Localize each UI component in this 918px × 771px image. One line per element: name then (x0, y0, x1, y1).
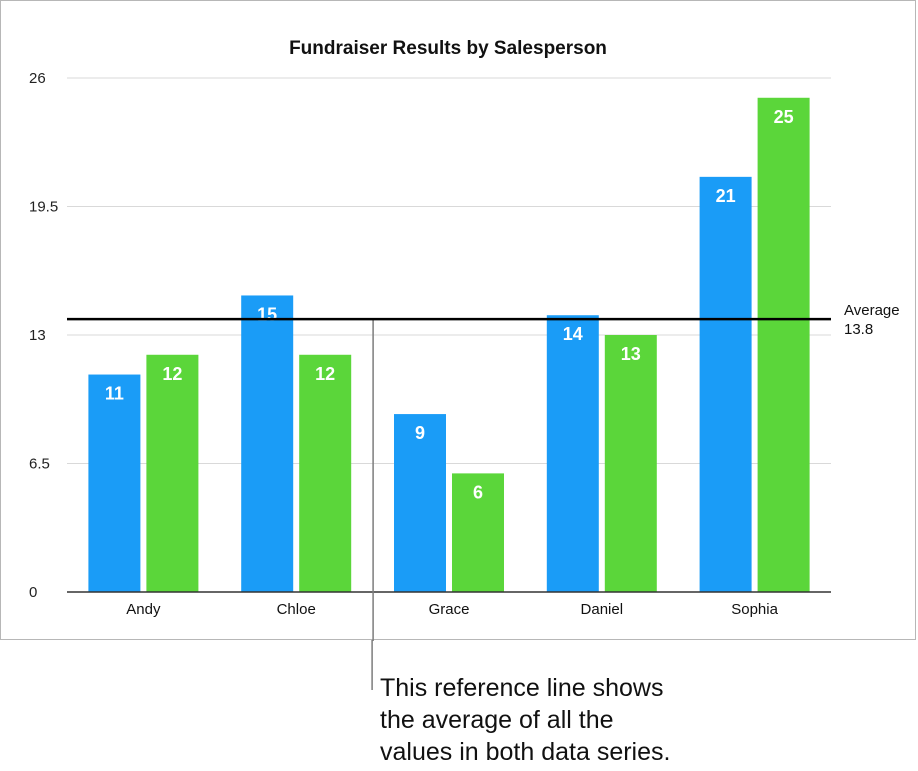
reference-line-label: Average (844, 302, 900, 319)
data-label: 14 (563, 324, 583, 344)
callout-line-3: values in both data series. (380, 738, 671, 766)
y-tick-label: 6.5 (29, 456, 50, 473)
x-tick-label: Grace (429, 601, 470, 618)
bar (241, 295, 294, 592)
bar (146, 354, 199, 592)
y-tick-label: 0 (29, 584, 37, 601)
data-label: 13 (621, 344, 641, 364)
y-tick-label: 26 (29, 70, 46, 87)
bar (604, 335, 657, 592)
bar (757, 97, 810, 593)
bar (699, 176, 752, 592)
chart-title: Fundraiser Results by Salesperson (289, 38, 607, 59)
data-label: 11 (105, 384, 124, 404)
data-labels: 11 12 15 12 9 6 14 13 21 25 (105, 107, 794, 503)
x-axis-ticks: Andy Chloe Grace Daniel Sophia (126, 601, 778, 618)
data-label: 9 (415, 423, 425, 443)
callout-line-2: the average of all the (380, 706, 614, 734)
x-tick-label: Daniel (581, 601, 624, 618)
bar (394, 414, 446, 592)
callout-annotation: This reference line shows the average of… (380, 672, 800, 768)
data-label: 6 (473, 482, 483, 502)
x-tick-label: Chloe (277, 601, 316, 618)
bar (88, 374, 141, 592)
reference-line-value: 13.8 (844, 321, 873, 338)
y-tick-label: 19.5 (29, 199, 58, 216)
bar (546, 315, 599, 592)
bars (88, 97, 810, 593)
chart-frame: Fundraiser Results by Salesperson 0 6.5 13… (0, 0, 916, 641)
data-label: 15 (257, 304, 277, 324)
data-label: 12 (162, 364, 182, 384)
callout-line-1: This reference line shows (380, 674, 664, 702)
x-tick-label: Andy (126, 601, 161, 618)
y-tick-label: 13 (29, 327, 46, 344)
x-tick-label: Sophia (731, 601, 778, 618)
bar (452, 473, 504, 592)
bar (299, 354, 352, 592)
y-axis-ticks: 0 6.5 13 19.5 26 (29, 70, 58, 601)
data-label: 25 (774, 107, 794, 127)
data-label: 21 (716, 186, 736, 206)
bar-chart: Fundraiser Results by Salesperson 0 6.5 13… (29, 38, 900, 641)
data-label: 12 (315, 364, 335, 384)
